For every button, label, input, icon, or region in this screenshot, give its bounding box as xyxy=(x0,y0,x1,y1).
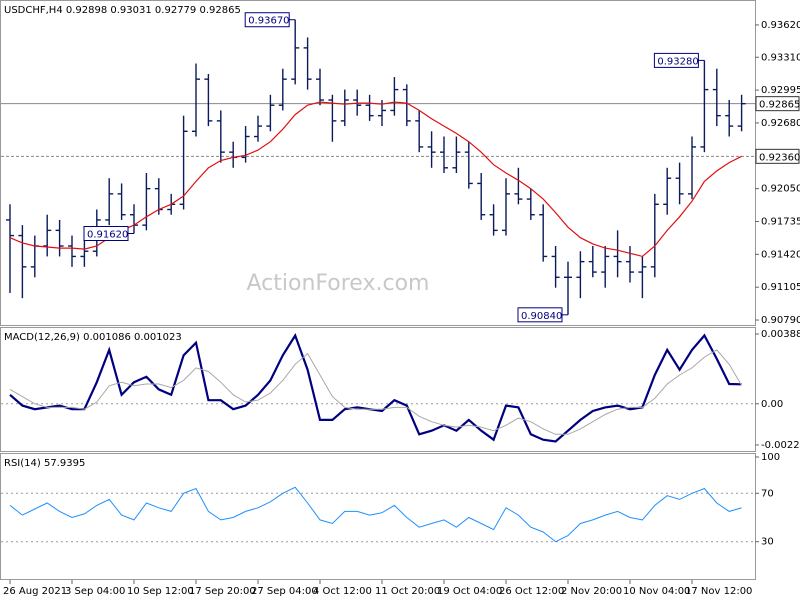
x-tick-label: 26 Oct 12:00 xyxy=(499,586,564,597)
y-tick-label: 0.92680 xyxy=(761,118,800,129)
moving-average xyxy=(9,101,742,258)
panel xyxy=(0,327,756,452)
y-tick-label: 0.92995 xyxy=(761,85,800,96)
panel-title: RSI(14) 57.9395 xyxy=(4,458,85,469)
y-tick-label: 100 xyxy=(761,452,780,463)
x-tick-label: 10 Sep 12:00 xyxy=(127,586,194,597)
y-tick-label: 0.91420 xyxy=(761,249,800,260)
x-tick-label: 17 Nov 12:00 xyxy=(685,586,752,597)
y-tick-label: 0.00 xyxy=(761,399,783,410)
y-tick-label: 30 xyxy=(761,537,774,548)
y-tick-label: -0.002294 xyxy=(761,440,800,451)
panel xyxy=(0,453,756,580)
x-tick-label: 11 Oct 20:00 xyxy=(375,586,440,597)
indicator-line xyxy=(9,333,742,443)
y-tick-label: 0.003887 xyxy=(761,329,800,340)
watermark: ActionForex.com xyxy=(247,271,430,296)
x-tick-label: 2 Nov 20:00 xyxy=(561,586,622,597)
annotation-label: 0.93670 xyxy=(248,16,289,27)
x-tick-label: 26 Aug 2021 xyxy=(3,586,67,597)
y-tick-label: 0.90790 xyxy=(761,315,800,326)
y-tick-label: 0.92050 xyxy=(761,184,800,195)
annotation-label: 0.90840 xyxy=(521,311,562,322)
y-tick-label: 70 xyxy=(761,488,774,499)
annotation-box xyxy=(517,307,563,323)
y-tick-label: 0.91105 xyxy=(761,282,800,293)
panel-title: MACD(12,26,9) 0.001086 0.001023 xyxy=(4,332,182,343)
annotation-label: 0.93280 xyxy=(657,56,698,67)
annotation-box xyxy=(653,52,699,68)
x-tick-label: 3 Sep 04:00 xyxy=(65,586,125,597)
x-tick-label: 27 Sep 04:00 xyxy=(251,586,318,597)
price-label: 0.92865 xyxy=(759,100,800,111)
y-tick-label: 0.93620 xyxy=(761,20,800,31)
x-tick-label: 4 Oct 12:00 xyxy=(313,586,372,597)
price-label: 0.92360 xyxy=(759,152,800,163)
indicator-line xyxy=(9,486,742,543)
x-tick-label: 10 Nov 04:00 xyxy=(623,586,690,597)
indicator-line xyxy=(9,349,743,435)
price-label-box xyxy=(755,148,800,164)
panel-title: USDCHF,H4 0.92898 0.93031 0.92779 0.9286… xyxy=(4,5,241,16)
x-tick-label: 19 Oct 04:00 xyxy=(437,586,502,597)
annotation-label: 0.91620 xyxy=(87,229,128,240)
y-tick-label: 0.91735 xyxy=(761,216,800,227)
price-label-box xyxy=(755,96,800,112)
x-tick-label: 17 Sep 20:00 xyxy=(189,586,256,597)
annotation-box xyxy=(83,225,129,241)
y-tick-label: 0.93310 xyxy=(761,52,800,63)
annotation-box xyxy=(244,12,290,28)
